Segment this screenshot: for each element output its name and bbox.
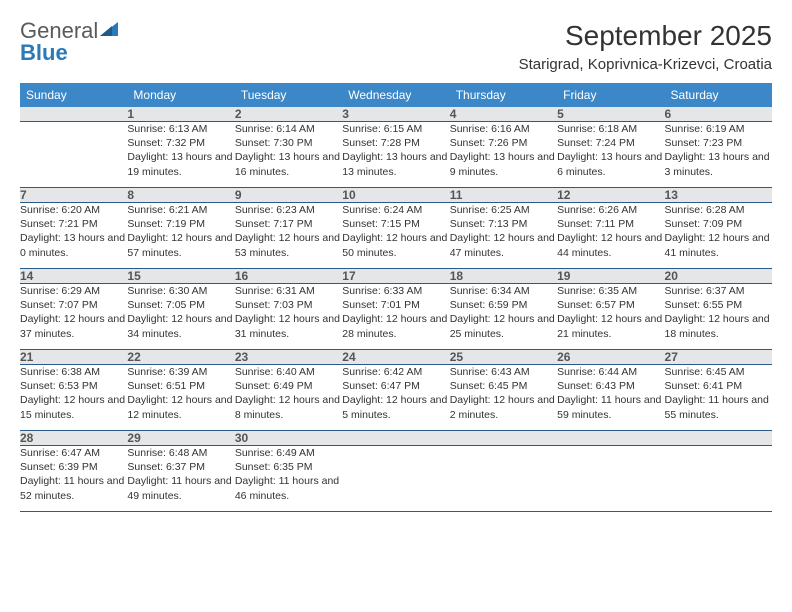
day-number-cell xyxy=(557,431,664,446)
day-content-cell: Sunrise: 6:14 AMSunset: 7:30 PMDaylight:… xyxy=(235,122,342,188)
day-number-cell: 27 xyxy=(665,350,772,365)
day-content-cell: Sunrise: 6:20 AMSunset: 7:21 PMDaylight:… xyxy=(20,203,127,269)
day-content-cell: Sunrise: 6:43 AMSunset: 6:45 PMDaylight:… xyxy=(450,365,557,431)
day-content-cell: Sunrise: 6:42 AMSunset: 6:47 PMDaylight:… xyxy=(342,365,449,431)
day-number-cell: 15 xyxy=(127,269,234,284)
weekday-header: Tuesday xyxy=(235,83,342,107)
day-number-cell: 3 xyxy=(342,107,449,122)
day-number-cell: 4 xyxy=(450,107,557,122)
day-content-cell: Sunrise: 6:13 AMSunset: 7:32 PMDaylight:… xyxy=(127,122,234,188)
day-number-cell: 7 xyxy=(20,188,127,203)
month-title: September 2025 xyxy=(519,20,772,52)
weekday-header-row: Sunday Monday Tuesday Wednesday Thursday… xyxy=(20,83,772,107)
sail-icon xyxy=(98,20,120,42)
day-content-cell: Sunrise: 6:34 AMSunset: 6:59 PMDaylight:… xyxy=(450,284,557,350)
day-content-cell: Sunrise: 6:38 AMSunset: 6:53 PMDaylight:… xyxy=(20,365,127,431)
day-content-cell: Sunrise: 6:40 AMSunset: 6:49 PMDaylight:… xyxy=(235,365,342,431)
day-content-row: Sunrise: 6:47 AMSunset: 6:39 PMDaylight:… xyxy=(20,446,772,512)
calendar-table: Sunday Monday Tuesday Wednesday Thursday… xyxy=(20,83,772,512)
day-content-cell: Sunrise: 6:37 AMSunset: 6:55 PMDaylight:… xyxy=(665,284,772,350)
day-number-cell: 9 xyxy=(235,188,342,203)
day-content-cell: Sunrise: 6:18 AMSunset: 7:24 PMDaylight:… xyxy=(557,122,664,188)
day-content-cell: Sunrise: 6:29 AMSunset: 7:07 PMDaylight:… xyxy=(20,284,127,350)
day-content-cell: Sunrise: 6:26 AMSunset: 7:11 PMDaylight:… xyxy=(557,203,664,269)
day-number-cell: 10 xyxy=(342,188,449,203)
logo-word2: Blue xyxy=(20,40,68,65)
day-content-row: Sunrise: 6:38 AMSunset: 6:53 PMDaylight:… xyxy=(20,365,772,431)
day-number-row: 123456 xyxy=(20,107,772,122)
day-number-cell: 2 xyxy=(235,107,342,122)
location: Starigrad, Koprivnica-Krizevci, Croatia xyxy=(519,56,772,73)
day-number-row: 21222324252627 xyxy=(20,350,772,365)
day-number-cell: 6 xyxy=(665,107,772,122)
day-number-cell: 30 xyxy=(235,431,342,446)
day-number-cell: 21 xyxy=(20,350,127,365)
day-content-row: Sunrise: 6:29 AMSunset: 7:07 PMDaylight:… xyxy=(20,284,772,350)
day-number-cell xyxy=(450,431,557,446)
day-content-cell: Sunrise: 6:33 AMSunset: 7:01 PMDaylight:… xyxy=(342,284,449,350)
day-number-cell: 28 xyxy=(20,431,127,446)
day-number-cell xyxy=(20,107,127,122)
title-block: September 2025 Starigrad, Koprivnica-Kri… xyxy=(519,20,772,73)
day-content-cell: Sunrise: 6:31 AMSunset: 7:03 PMDaylight:… xyxy=(235,284,342,350)
weekday-header: Friday xyxy=(557,83,664,107)
calendar-page: GeneralBlue September 2025 Starigrad, Ko… xyxy=(0,0,792,522)
day-number-cell: 1 xyxy=(127,107,234,122)
day-content-cell xyxy=(665,446,772,512)
header: GeneralBlue September 2025 Starigrad, Ko… xyxy=(20,20,772,73)
day-number-cell: 14 xyxy=(20,269,127,284)
day-number-cell: 23 xyxy=(235,350,342,365)
day-content-cell: Sunrise: 6:24 AMSunset: 7:15 PMDaylight:… xyxy=(342,203,449,269)
day-content-cell: Sunrise: 6:16 AMSunset: 7:26 PMDaylight:… xyxy=(450,122,557,188)
day-number-cell: 18 xyxy=(450,269,557,284)
day-content-cell: Sunrise: 6:47 AMSunset: 6:39 PMDaylight:… xyxy=(20,446,127,512)
weekday-header: Monday xyxy=(127,83,234,107)
day-number-row: 282930 xyxy=(20,431,772,446)
day-number-cell: 13 xyxy=(665,188,772,203)
day-number-cell: 22 xyxy=(127,350,234,365)
day-number-cell: 25 xyxy=(450,350,557,365)
day-number-cell xyxy=(665,431,772,446)
day-number-row: 78910111213 xyxy=(20,188,772,203)
day-number-cell: 12 xyxy=(557,188,664,203)
day-content-cell: Sunrise: 6:44 AMSunset: 6:43 PMDaylight:… xyxy=(557,365,664,431)
day-number-cell: 11 xyxy=(450,188,557,203)
weekday-header: Sunday xyxy=(20,83,127,107)
logo-text: GeneralBlue xyxy=(20,20,120,64)
logo: GeneralBlue xyxy=(20,20,120,64)
day-content-cell xyxy=(20,122,127,188)
weekday-header: Wednesday xyxy=(342,83,449,107)
day-content-cell: Sunrise: 6:15 AMSunset: 7:28 PMDaylight:… xyxy=(342,122,449,188)
day-content-cell: Sunrise: 6:25 AMSunset: 7:13 PMDaylight:… xyxy=(450,203,557,269)
day-content-cell: Sunrise: 6:30 AMSunset: 7:05 PMDaylight:… xyxy=(127,284,234,350)
day-content-cell xyxy=(557,446,664,512)
day-content-cell: Sunrise: 6:19 AMSunset: 7:23 PMDaylight:… xyxy=(665,122,772,188)
day-number-cell xyxy=(342,431,449,446)
day-content-cell: Sunrise: 6:23 AMSunset: 7:17 PMDaylight:… xyxy=(235,203,342,269)
day-number-cell: 5 xyxy=(557,107,664,122)
day-number-cell: 17 xyxy=(342,269,449,284)
day-content-cell: Sunrise: 6:45 AMSunset: 6:41 PMDaylight:… xyxy=(665,365,772,431)
weekday-header: Saturday xyxy=(665,83,772,107)
day-number-cell: 20 xyxy=(665,269,772,284)
day-content-row: Sunrise: 6:13 AMSunset: 7:32 PMDaylight:… xyxy=(20,122,772,188)
day-content-cell xyxy=(342,446,449,512)
day-content-cell: Sunrise: 6:49 AMSunset: 6:35 PMDaylight:… xyxy=(235,446,342,512)
day-content-cell: Sunrise: 6:48 AMSunset: 6:37 PMDaylight:… xyxy=(127,446,234,512)
day-content-cell: Sunrise: 6:21 AMSunset: 7:19 PMDaylight:… xyxy=(127,203,234,269)
day-content-row: Sunrise: 6:20 AMSunset: 7:21 PMDaylight:… xyxy=(20,203,772,269)
day-content-cell: Sunrise: 6:28 AMSunset: 7:09 PMDaylight:… xyxy=(665,203,772,269)
day-content-cell: Sunrise: 6:39 AMSunset: 6:51 PMDaylight:… xyxy=(127,365,234,431)
day-number-row: 14151617181920 xyxy=(20,269,772,284)
day-number-cell: 8 xyxy=(127,188,234,203)
day-content-cell: Sunrise: 6:35 AMSunset: 6:57 PMDaylight:… xyxy=(557,284,664,350)
weekday-header: Thursday xyxy=(450,83,557,107)
day-number-cell: 24 xyxy=(342,350,449,365)
day-number-cell: 16 xyxy=(235,269,342,284)
day-content-cell xyxy=(450,446,557,512)
day-number-cell: 29 xyxy=(127,431,234,446)
day-number-cell: 26 xyxy=(557,350,664,365)
day-number-cell: 19 xyxy=(557,269,664,284)
